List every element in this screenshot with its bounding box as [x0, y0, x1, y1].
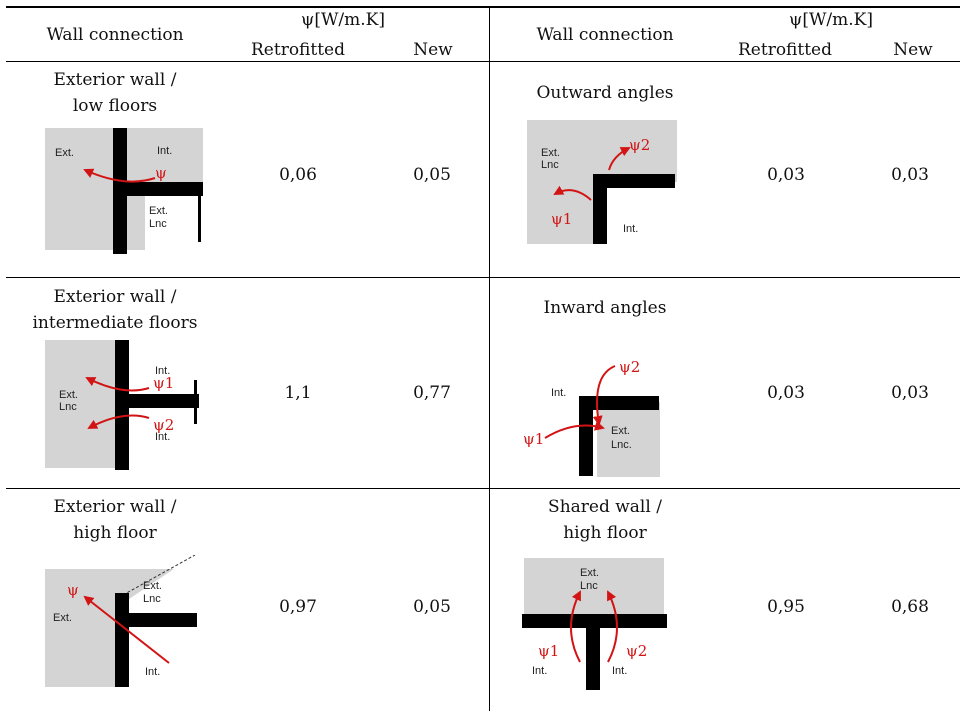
row3-left-retrofitted: 0,97	[279, 597, 317, 617]
row3-right-name-line1: Shared wall /	[548, 497, 662, 517]
row2-right-retrofitted: 0,03	[767, 383, 805, 403]
row2-right-new: 0,03	[891, 383, 929, 403]
row1-left-retrofitted: 0,06	[279, 165, 317, 185]
diagram-exterior-wall-intermediate-floors: Ext. Lnc Int. Int. ψ1 ψ2	[45, 340, 199, 470]
int-label: Int.	[145, 666, 160, 678]
ext-label: Ext.	[53, 612, 72, 624]
row3-right-new: 0,68	[891, 597, 929, 617]
diagram-exterior-wall-low-floors: Ext. Int. Ext. Lnc ψ	[45, 128, 203, 254]
header-wall-connection-left: Wall connection	[46, 25, 184, 45]
int-label: Int.	[612, 665, 627, 677]
top-rule	[6, 6, 960, 8]
row1-right-name: Outward angles	[536, 83, 674, 103]
row1-left-name-line1: Exterior wall /	[53, 70, 177, 90]
row2-right-name: Inward angles	[543, 298, 667, 318]
psi2-label: ψ2	[626, 642, 647, 660]
row1-rule	[6, 277, 960, 278]
ext-label: Ext.	[59, 389, 78, 401]
int-label: Int.	[157, 145, 172, 157]
row1-right-new: 0,03	[891, 165, 929, 185]
row2-left-retrofitted: 1,1	[284, 383, 312, 403]
row3-right-retrofitted: 0,95	[767, 597, 805, 617]
header-retrofitted-left: Retrofitted	[251, 40, 345, 60]
diagram-outward-angles: Ext. Lnc Int. ψ2 ψ1	[527, 120, 677, 244]
ext-label: Ext.	[55, 147, 74, 159]
ext-label: Ext.	[580, 567, 599, 579]
ext-label: Ext.	[149, 205, 168, 217]
psi2-label: ψ2	[629, 136, 650, 154]
psi1-label: ψ1	[523, 430, 544, 448]
header-new-right: New	[893, 40, 933, 60]
header-new-left: New	[413, 40, 453, 60]
diagram-exterior-wall-high-floor: Ext. Lnc Ext. Int. ψ	[45, 555, 197, 687]
header-psi-right: ψ[W/m.K]	[788, 10, 874, 30]
row2-left-name-line2: intermediate floors	[32, 313, 198, 333]
header-rule	[6, 61, 960, 62]
lnc-label: Lnc.	[611, 439, 632, 451]
diagram-inward-angles: Int. Ext. Lnc. ψ2 ψ1	[523, 358, 660, 477]
ext-label: Ext.	[611, 425, 630, 437]
psi2-label: ψ2	[153, 416, 174, 434]
header-retrofitted-right: Retrofitted	[738, 40, 832, 60]
psi-label: ψ	[67, 581, 79, 599]
header-psi-left: ψ[W/m.K]	[300, 10, 386, 30]
lnc-label: Lnc	[143, 593, 161, 605]
row2-left-new: 0,77	[413, 383, 451, 403]
diagram-shared-wall-high-floor: Ext. Lnc Int. Int. ψ1 ψ2	[522, 558, 667, 690]
row3-left-name-line1: Exterior wall /	[53, 497, 177, 517]
lnc-label: Lnc	[149, 218, 167, 230]
ext-label: Ext.	[541, 147, 560, 159]
int-label: Int.	[623, 223, 638, 235]
row2-left-name-line1: Exterior wall /	[53, 287, 177, 307]
header-wall-connection-right: Wall connection	[536, 25, 674, 45]
psi1-label: ψ1	[153, 374, 174, 392]
row3-right-name-line2: high floor	[563, 523, 647, 543]
int-label: Int.	[532, 665, 547, 677]
psi2-label: ψ2	[619, 358, 640, 376]
lnc-label: Lnc	[541, 159, 559, 171]
lnc-label: Lnc	[59, 401, 77, 413]
row2-rule	[6, 488, 960, 489]
row1-left-new: 0,05	[413, 165, 451, 185]
int-label: Int.	[155, 431, 170, 443]
psi-label: ψ	[155, 164, 167, 182]
ext-label: Ext.	[143, 580, 162, 592]
row1-right-retrofitted: 0,03	[767, 165, 805, 185]
int-label: Int.	[551, 387, 566, 399]
lnc-label: Lnc	[580, 580, 598, 592]
row3-left-new: 0,05	[413, 597, 451, 617]
int-label: Int.	[155, 365, 170, 377]
row1-left-name-line2: low floors	[72, 96, 158, 116]
row3-left-name-line2: high floor	[73, 523, 157, 543]
psi1-label: ψ1	[551, 210, 572, 228]
center-divider	[489, 6, 490, 711]
psi1-label: ψ1	[538, 642, 559, 660]
